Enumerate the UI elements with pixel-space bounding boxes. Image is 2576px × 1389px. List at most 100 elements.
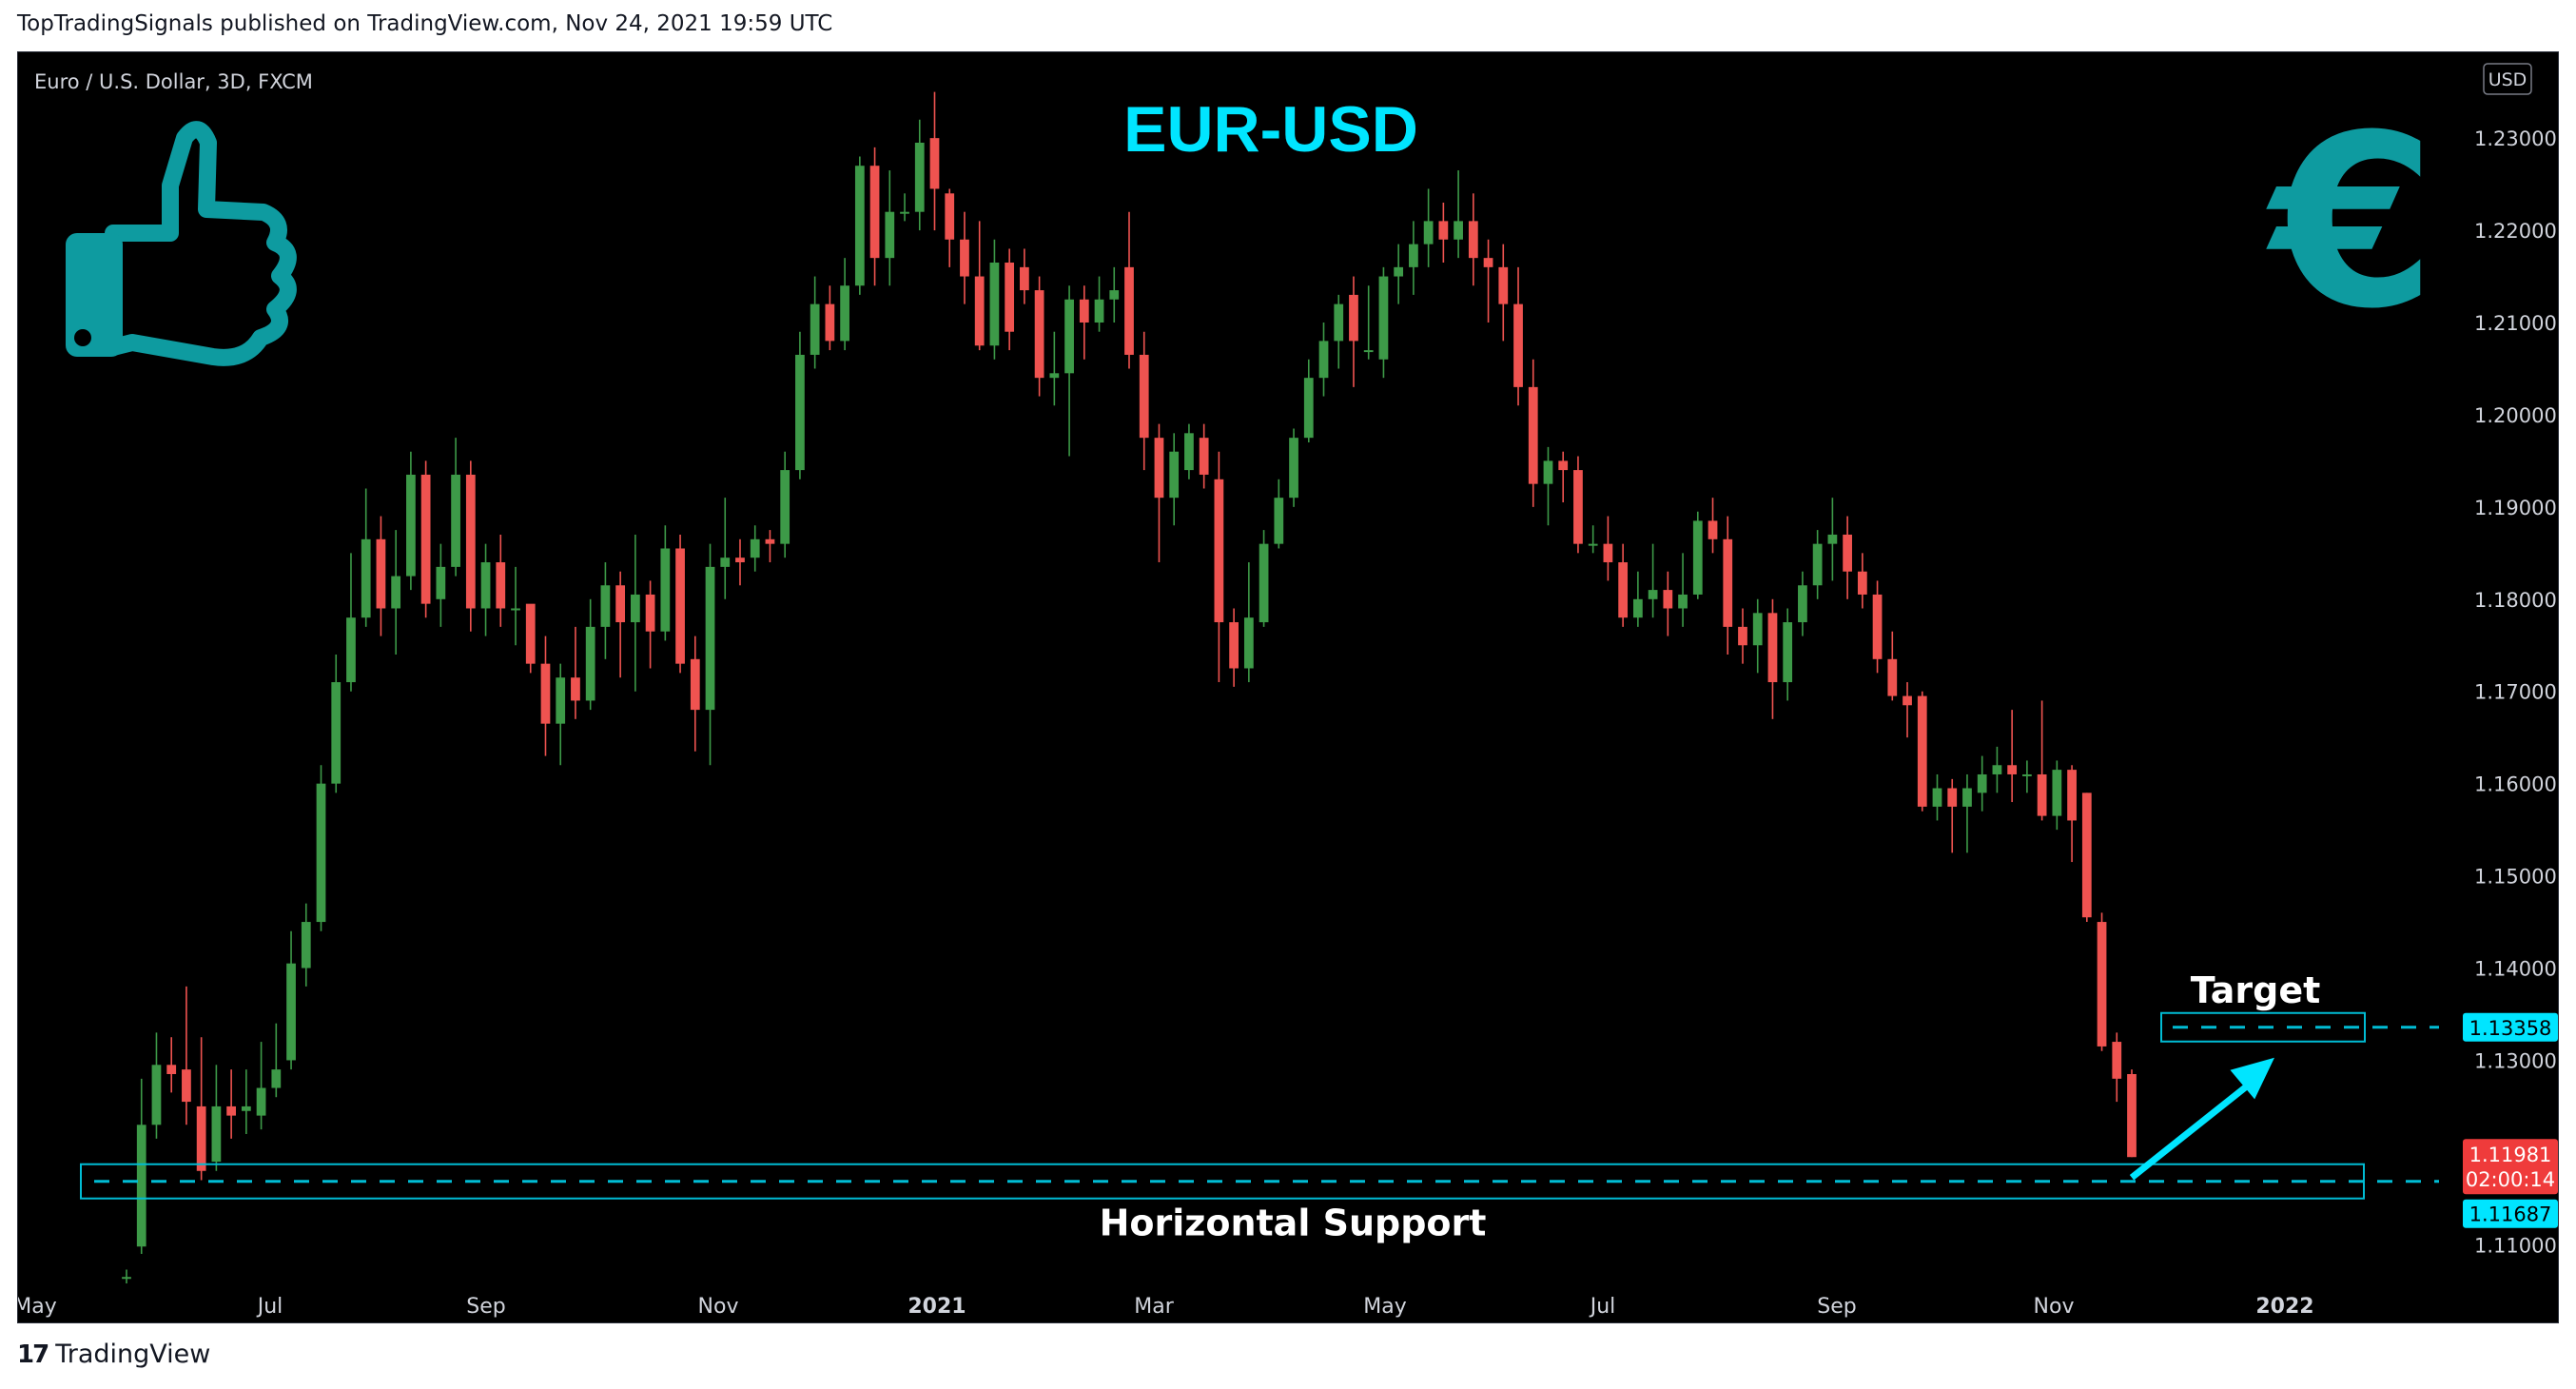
support-label: Horizontal Support — [1100, 1203, 1487, 1244]
candle-body — [136, 1125, 146, 1247]
last-price-bg — [2463, 1139, 2558, 1195]
candle-body — [795, 354, 805, 471]
candle-body — [1767, 613, 1778, 683]
candle-body — [496, 562, 506, 609]
candle-body — [690, 658, 700, 711]
candle-body — [645, 594, 655, 632]
candle-body — [780, 470, 790, 544]
candle-body — [705, 566, 715, 711]
arrow-shaft — [2129, 1072, 2264, 1181]
candle-body — [226, 1105, 236, 1116]
candle-body — [511, 608, 520, 611]
thumbs-up-icon — [66, 121, 297, 366]
candle-body — [1243, 617, 1254, 669]
chart-title: EUR-USD — [1123, 93, 1418, 166]
candle-body — [1139, 354, 1149, 439]
candle-body — [1558, 460, 1569, 471]
candle-body — [1034, 290, 1044, 379]
candle-body — [1498, 266, 1509, 304]
target-price-badge-bg — [2463, 1012, 2558, 1042]
candle-body — [525, 603, 536, 664]
candle-body — [1454, 221, 1463, 240]
candle-body — [1843, 534, 1852, 572]
y-tick-label: 1.15000 — [2474, 866, 2557, 889]
candlestick-chart[interactable]: Euro / U.S. Dollar, 3D, FXCM USD EUR-USD… — [18, 52, 2560, 1324]
candle-body — [1738, 626, 1747, 646]
candle-body — [2081, 792, 2092, 918]
candle-body — [2067, 770, 2077, 821]
symbol-label[interactable]: Euro / U.S. Dollar, 3D, FXCM — [34, 70, 313, 93]
last-price-badge: 1.11981 — [2469, 1144, 2552, 1166]
candle-body — [1109, 290, 1120, 300]
candle-body — [630, 594, 640, 623]
x-tick-label: Nov — [2034, 1295, 2075, 1319]
candle-body — [1573, 470, 1583, 544]
candle-body — [151, 1065, 162, 1125]
candle-body — [765, 538, 775, 544]
candle-body — [1259, 543, 1269, 623]
candle-body — [1094, 299, 1104, 323]
candle-body — [1917, 695, 1927, 807]
chart-panel[interactable]: Euro / U.S. Dollar, 3D, FXCM USD EUR-USD… — [17, 51, 2559, 1323]
candle-body — [1887, 658, 1898, 696]
y-tick-label: 1.22000 — [2474, 220, 2557, 243]
candle-body — [1409, 244, 1418, 267]
candle-body — [301, 922, 311, 968]
x-axis: May Jul Sep Nov 2021 Mar May Jul Sep Nov 2022 — [18, 1295, 2314, 1319]
candle-body — [1169, 451, 1180, 499]
candle-body — [1632, 598, 1643, 618]
candle-body — [1798, 585, 1807, 623]
candle-body — [1154, 438, 1164, 499]
candle-body — [361, 538, 371, 618]
candle-body — [1857, 571, 1867, 595]
candle-body — [1318, 341, 1329, 379]
candle-body — [660, 548, 671, 632]
candle-body — [1723, 538, 1733, 627]
candle-body — [122, 1277, 131, 1280]
x-tick-label: 2021 — [907, 1295, 966, 1319]
candle-body — [735, 558, 745, 563]
candle-body — [316, 783, 326, 923]
x-tick-label: Jul — [1589, 1295, 1616, 1319]
candle-body — [1752, 613, 1763, 646]
candle-body — [346, 617, 356, 683]
candle-body — [1783, 622, 1793, 683]
currency-badge[interactable] — [2483, 63, 2532, 95]
support-price-badge-bg — [2463, 1199, 2558, 1228]
target-zone — [2160, 1011, 2366, 1043]
candle-body — [1483, 258, 1493, 267]
candle-body — [825, 303, 835, 342]
candle-body — [1618, 562, 1629, 618]
y-tick-label: 1.21000 — [2474, 312, 2557, 335]
x-tick-label: Sep — [1817, 1295, 1856, 1319]
candle-body — [1363, 350, 1374, 353]
candle-body — [1678, 594, 1688, 609]
candle-body — [600, 585, 611, 627]
candle-body — [1378, 276, 1389, 360]
tradingview-footer[interactable]: 17 TradingView — [17, 1340, 210, 1369]
candle-body — [840, 285, 849, 342]
candle-body — [480, 562, 491, 609]
candle-body — [1274, 498, 1284, 544]
candle-body — [1124, 266, 1134, 355]
candle-body — [2007, 765, 2018, 774]
candle-body — [1468, 221, 1478, 259]
y-tick-label: 1.18000 — [2474, 589, 2557, 612]
candle-body — [2037, 773, 2047, 816]
candle-body — [2097, 922, 2107, 1047]
currency-label: USD — [2488, 69, 2527, 90]
candle-body — [989, 263, 1000, 346]
candle-body — [406, 474, 416, 577]
candle-body — [331, 682, 342, 784]
candle-body — [1005, 263, 1015, 332]
candle-body — [1827, 534, 1838, 544]
y-tick-label: 1.20000 — [2474, 404, 2557, 427]
y-tick-label: 1.16000 — [2474, 773, 2557, 796]
candle-body — [1303, 378, 1314, 439]
candle-body — [286, 963, 296, 1061]
annotations: Horizontal Support Target — [80, 969, 2439, 1244]
candle-body — [900, 211, 909, 214]
candle-body — [1229, 622, 1239, 669]
candle-body — [1543, 460, 1553, 484]
candle-body — [1947, 788, 1958, 807]
